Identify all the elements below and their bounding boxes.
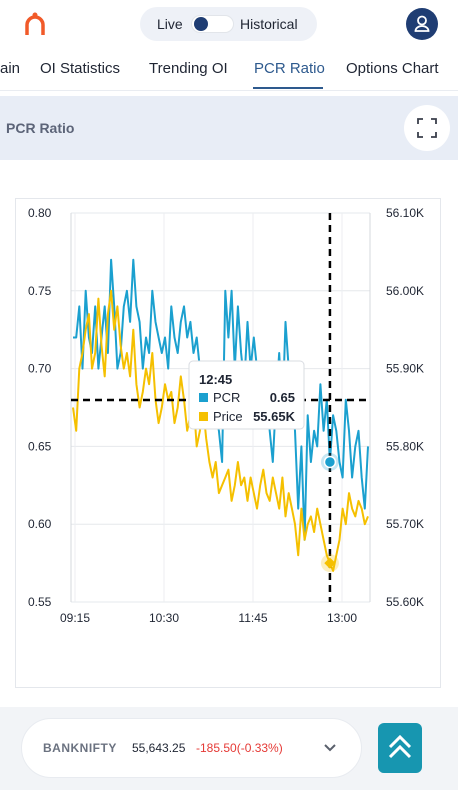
tab-oi-statistics[interactable]: OI Statistics (40, 60, 121, 77)
tooltip-price-value: 55.65K (253, 409, 296, 424)
y-left-tick-label: 0.70 (28, 362, 52, 376)
tooltip-price-swatch (199, 412, 208, 421)
tooltip-box (188, 360, 305, 430)
tooltip-pcr-label: PCR (213, 390, 240, 405)
tooltip-price-label: Price (213, 409, 243, 424)
ticker-selector[interactable]: BANKNIFTY 55,643.25 -185.50(-0.33%) (21, 718, 362, 778)
y-left-tick-label: 0.80 (28, 206, 52, 220)
toggle-live-label: Live (157, 16, 183, 32)
tab-chain[interactable]: ain (0, 60, 21, 77)
tab-bar: ain OI Statistics Trending OI PCR Ratio … (0, 49, 458, 91)
panel-title: PCR Ratio (6, 120, 75, 136)
fullscreen-icon (417, 118, 437, 138)
scroll-to-top-button[interactable] (378, 723, 422, 773)
ticker-price: 55,643.25 (132, 741, 186, 755)
price-marker (324, 557, 336, 569)
top-bar: Live Historical (0, 0, 458, 48)
double-chevron-up-icon (388, 734, 412, 759)
toggle-historical-label: Historical (240, 16, 298, 32)
pcr-chart-card: 0.80 0.75 0.70 0.65 0.60 0.55 56.10K 56.00K 55.9… (15, 198, 441, 688)
tooltip-pcr-swatch (199, 393, 208, 402)
mode-switch[interactable] (191, 15, 234, 33)
switch-knob (194, 17, 208, 31)
y-left-tick-label: 0.75 (28, 284, 52, 298)
y-right-tick-label: 55.70K (386, 517, 424, 531)
y-left-tick-label: 0.55 (28, 595, 52, 609)
panel-header: PCR Ratio (0, 96, 458, 160)
x-tick-label: 13:00 (327, 611, 357, 625)
series-line-price (72, 289, 369, 572)
live-historical-toggle[interactable]: Live Historical (140, 7, 317, 41)
user-icon (414, 15, 430, 32)
y-left-tick-label: 0.65 (28, 439, 52, 453)
profile-avatar-button[interactable] (406, 8, 438, 40)
y-right-tick-label: 56.10K (386, 206, 424, 220)
y-right-tick-label: 55.90K (386, 362, 424, 376)
x-tick-label: 11:45 (238, 611, 267, 625)
tooltip-time: 12:45 (199, 372, 232, 387)
ticker-change: -185.50(-0.33%) (196, 741, 283, 755)
pcr-marker (323, 455, 337, 469)
tab-trending-oi[interactable]: Trending OI (149, 60, 228, 77)
logo-icon[interactable] (24, 12, 46, 36)
active-tab-indicator (253, 87, 323, 89)
series-line-pcr (73, 258, 369, 541)
tab-pcr-ratio[interactable]: PCR Ratio (254, 60, 325, 77)
tooltip-pcr-value: 0.65 (270, 390, 295, 405)
ticker-name: BANKNIFTY (43, 741, 117, 755)
y-right-tick-label: 55.80K (386, 439, 424, 453)
y-left-tick-label: 0.60 (28, 517, 52, 531)
chevron-down-icon[interactable] (320, 737, 340, 757)
x-tick-label: 09:15 (60, 611, 90, 625)
y-right-tick-label: 55.60K (386, 595, 424, 609)
y-right-tick-label: 56.00K (386, 284, 424, 298)
bottom-bar: BANKNIFTY 55,643.25 -185.50(-0.33%) (0, 707, 458, 790)
pcr-chart[interactable]: 0.80 0.75 0.70 0.65 0.60 0.55 56.10K 56.00K 55.9… (16, 199, 442, 689)
fullscreen-button[interactable] (404, 105, 450, 151)
x-tick-label: 10:30 (149, 611, 179, 625)
tab-options-chart[interactable]: Options Chart (346, 60, 439, 77)
